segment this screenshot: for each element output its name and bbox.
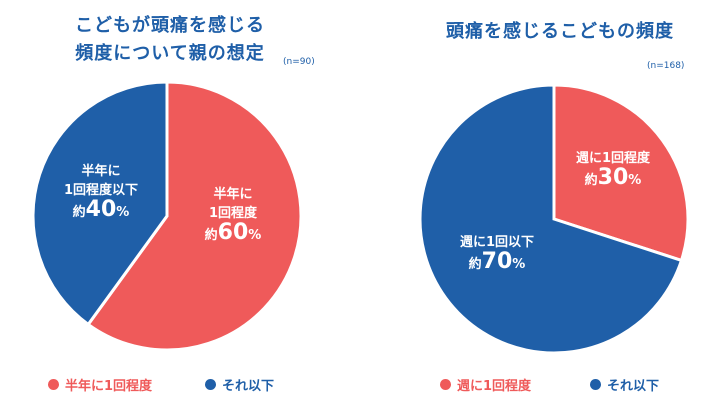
chart2-sample-size: (n=168): [647, 61, 685, 71]
chart2-slice-label-line: 週に1回程度: [575, 151, 651, 166]
chart1-slice-value: 約60%: [204, 220, 262, 245]
chart1-slice-1: [31, 80, 169, 327]
chart1-title: こどもが頭痛を感じる 頻度について親の想定: [40, 12, 300, 68]
chart1-slice-label-line: 半年に: [213, 187, 253, 202]
chart1-slice-label-line: 1回程度以下: [63, 183, 139, 198]
chart1-pie: [31, 80, 303, 352]
chart2-slice-label-weekly: 週に1回程度 約30%: [553, 149, 673, 190]
chart1-legend-item-less: それ以下: [205, 375, 274, 394]
chart2-pie: [418, 83, 690, 355]
red-dot-icon: [440, 379, 451, 390]
chart2-slice-0: [552, 83, 690, 263]
chart1-legend-item-half-year: 半年に1回程度: [48, 375, 152, 394]
chart1-sample-size: (n=90): [283, 57, 315, 67]
chart1-slice-label-less: 半年に 1回程度以下 約40%: [46, 162, 156, 222]
blue-dot-icon: [590, 379, 601, 390]
chart2-slice-label-less: 週に1回以下 約70%: [432, 233, 562, 274]
chart1-title-line2: 頻度について親の想定: [75, 43, 265, 64]
red-dot-icon: [48, 379, 59, 390]
chart2-legend-item-less: それ以下: [590, 375, 659, 394]
legend-label: 半年に1回程度: [65, 379, 153, 394]
chart1-title-line1: こどもが頭痛を感じる: [75, 15, 265, 36]
legend-label: 週に1回程度: [457, 379, 532, 394]
legend-label: それ以下: [607, 379, 660, 394]
chart2-slice-1: [418, 83, 684, 355]
legend-label: それ以下: [222, 379, 275, 394]
chart1-slice-0: [86, 80, 303, 352]
chart2-slice-value: 約70%: [468, 249, 526, 274]
chart1-slice-value: 約40%: [72, 197, 130, 222]
chart1-slice-label-line: 1回程度: [208, 206, 258, 221]
chart1-slice-label-half-year: 半年に 1回程度 約60%: [188, 185, 278, 245]
blue-dot-icon: [205, 379, 216, 390]
chart2-slice-value: 約30%: [584, 165, 642, 190]
chart2-legend-item-weekly: 週に1回程度: [440, 375, 531, 394]
chart2-slice-label-line: 週に1回以下: [459, 235, 535, 250]
chart1-slice-label-line: 半年に: [81, 164, 121, 179]
chart2-title: 頭痛を感じるこどもの頻度: [446, 21, 674, 42]
